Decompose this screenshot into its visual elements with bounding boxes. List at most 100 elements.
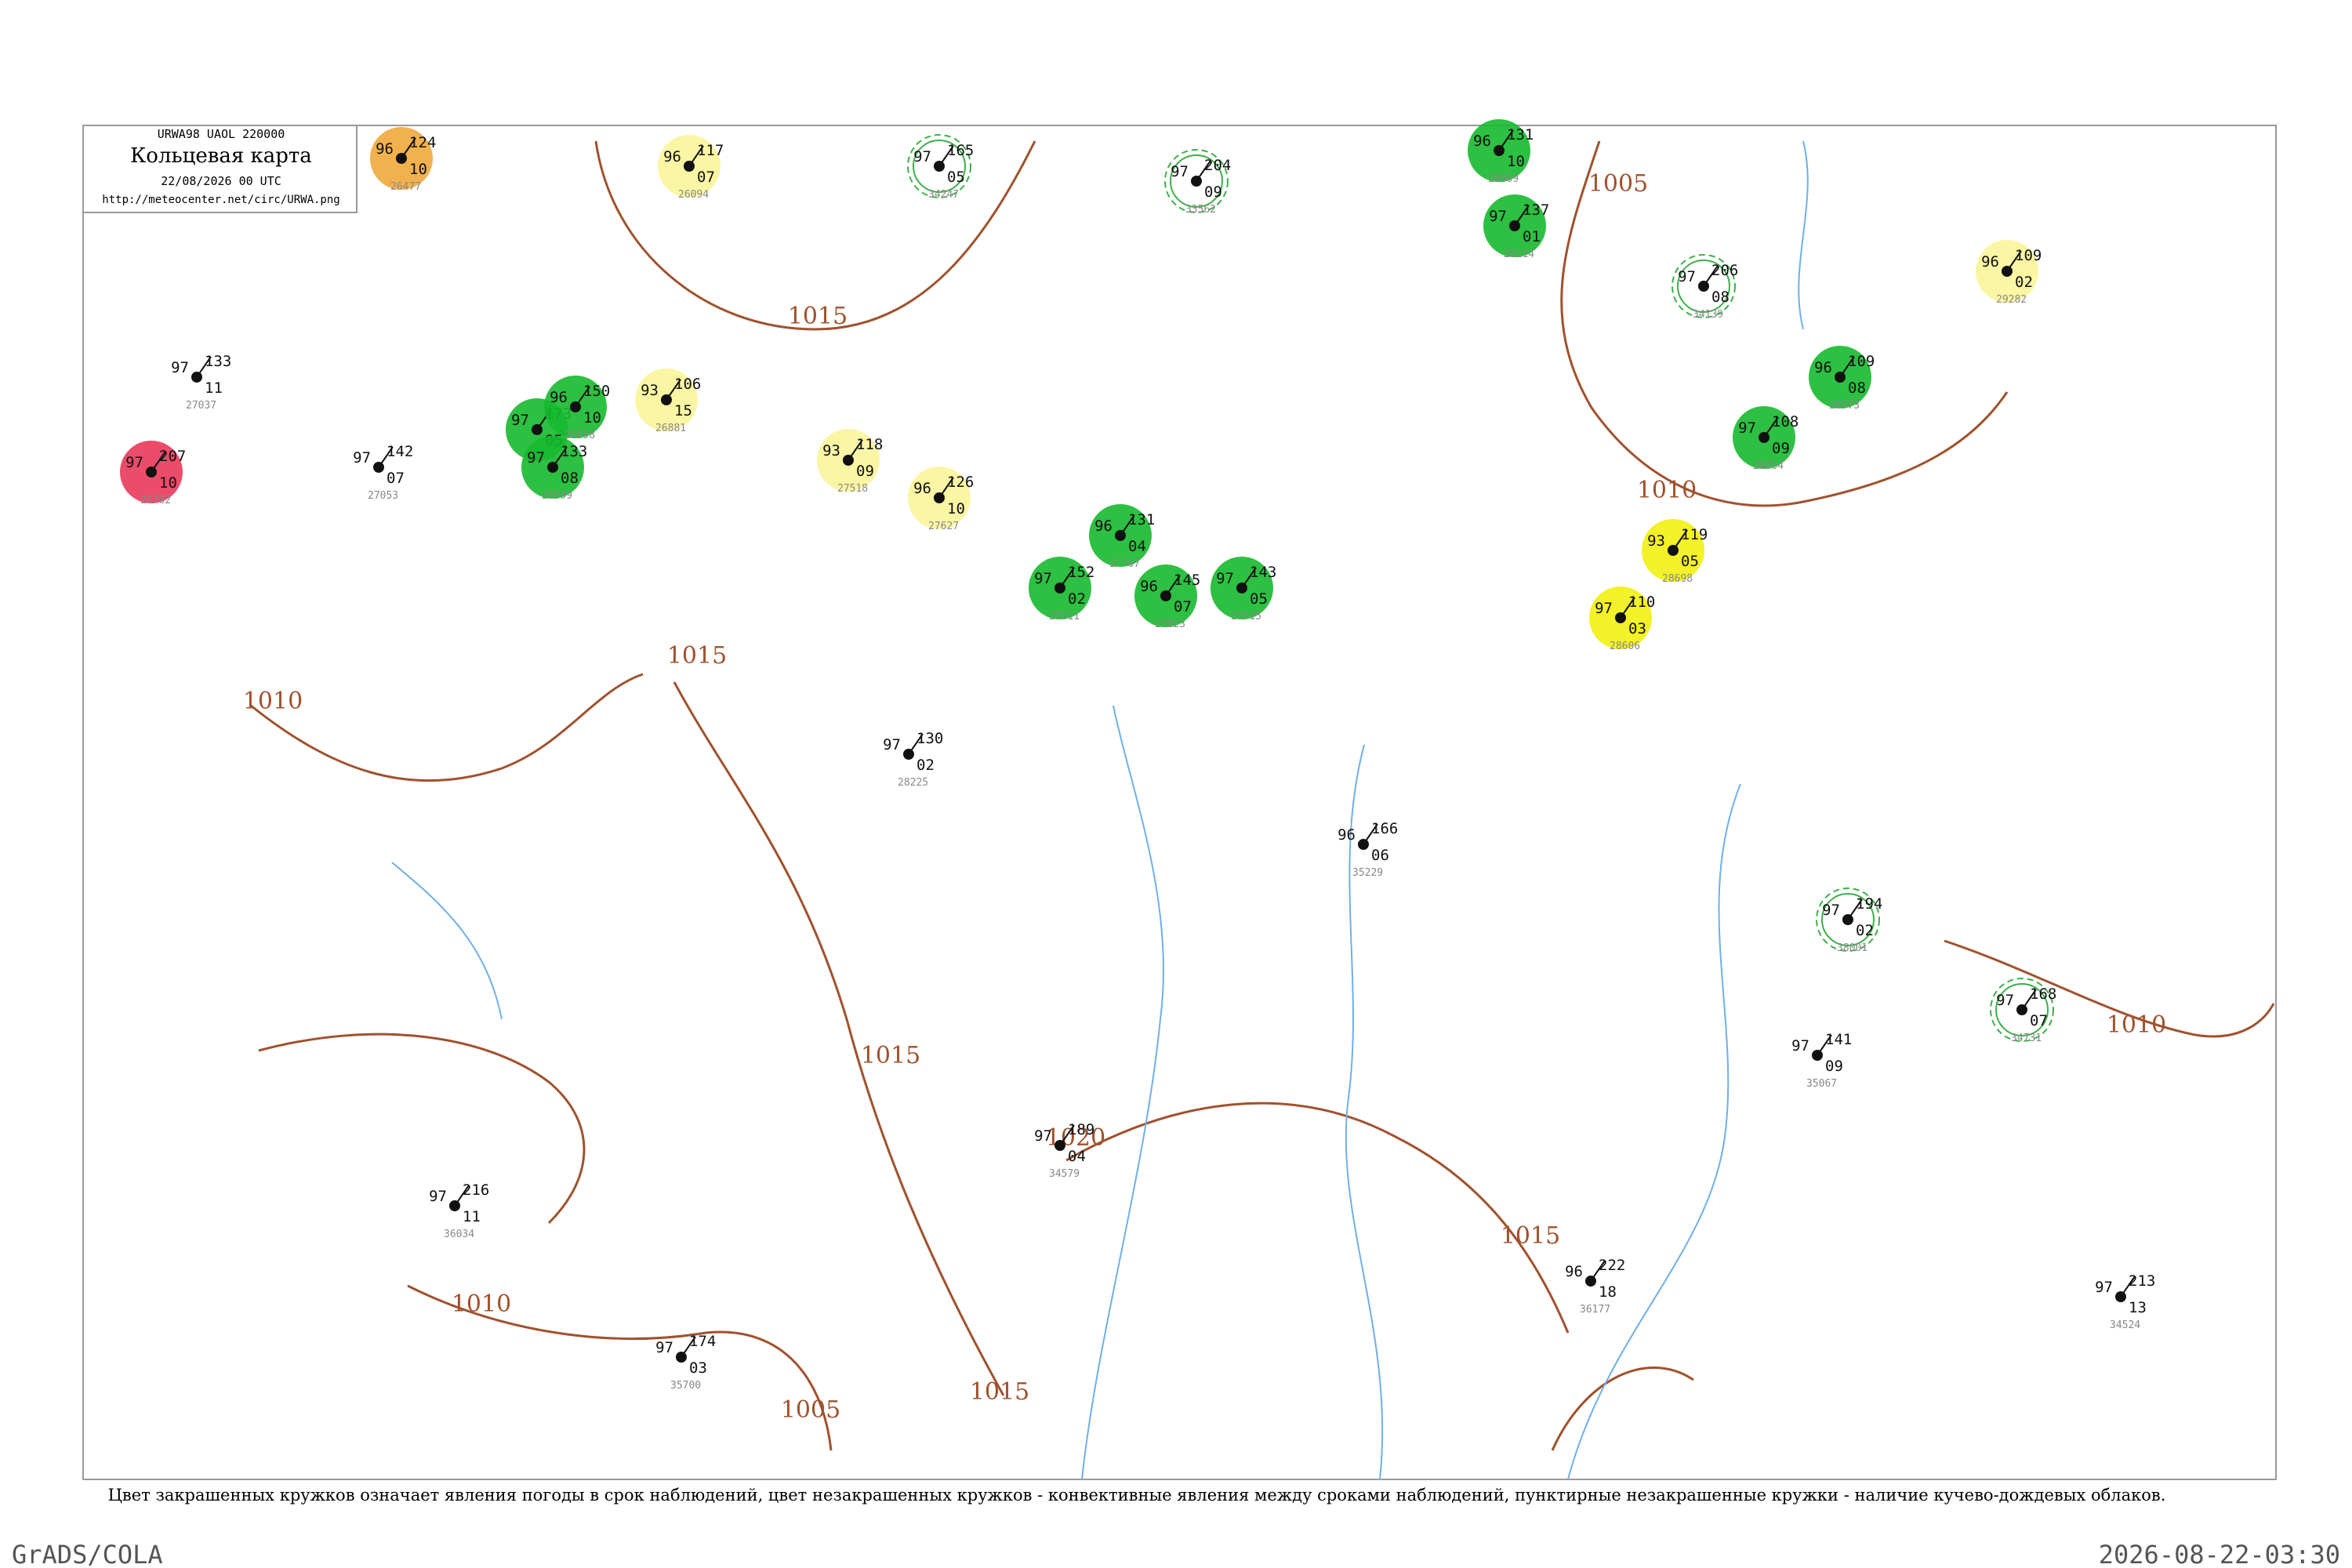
pressure: 204 xyxy=(1204,157,1231,174)
temperature: 96 xyxy=(1094,517,1112,535)
temperature: 97 xyxy=(913,148,931,165)
pressure: 152 xyxy=(1068,564,1094,581)
temperature: 96 xyxy=(1140,578,1158,595)
station-id: 26881 xyxy=(655,423,686,434)
wind-barb xyxy=(196,356,212,378)
isobar-label: 1015 xyxy=(788,303,848,330)
temperature: 96 xyxy=(1981,253,1999,270)
temperature: 97 xyxy=(125,454,143,471)
wind-barb xyxy=(1847,898,1863,920)
wind-barb xyxy=(2021,989,2037,1011)
cb-ring xyxy=(1164,149,1229,213)
wind-barb xyxy=(1241,567,1257,589)
station-id: 26477 xyxy=(390,181,421,193)
station-id: 36034 xyxy=(444,1229,474,1240)
isobar-label: 1005 xyxy=(781,1396,840,1424)
wind-barb xyxy=(1839,356,1855,378)
wind-barb xyxy=(378,446,394,468)
station-id: 38001 xyxy=(1837,942,1867,954)
dewpoint: 02 xyxy=(916,757,935,774)
wind-barb xyxy=(575,386,590,408)
header-title: Кольцевая карта xyxy=(130,144,312,168)
station: 194 97 02 38001 xyxy=(1816,887,1882,954)
header-box xyxy=(82,125,358,213)
station: 137 97 01 28114 xyxy=(1483,194,1549,260)
pressure: 130 xyxy=(916,730,943,747)
wind-barb xyxy=(666,379,681,401)
cb-ring xyxy=(907,134,971,198)
temperature: 97 xyxy=(1034,570,1052,587)
stations: 2079710267021739705268501509610268981339… xyxy=(120,119,2155,1392)
temperature: 97 xyxy=(1171,163,1189,180)
dewpoint: 02 xyxy=(1856,922,1874,939)
wind-barb xyxy=(1059,1124,1075,1146)
station: 216 97 11 36034 xyxy=(429,1181,489,1240)
wind-barb xyxy=(1363,823,1378,845)
station: 119 93 05 28698 xyxy=(1642,519,1708,585)
dewpoint: 05 xyxy=(1250,590,1268,608)
station: 141 97 09 35067 xyxy=(1791,1031,1852,1090)
pressure: 165 xyxy=(947,142,974,159)
station-id: 35067 xyxy=(1806,1078,1837,1090)
dewpoint: 13 xyxy=(2129,1299,2147,1316)
pressure: 106 xyxy=(674,376,701,393)
wind-barb xyxy=(1672,529,1688,551)
dewpoint: 10 xyxy=(1507,153,1525,170)
pressure: 206 xyxy=(1711,262,1738,279)
station-id: 28009 xyxy=(1488,173,1519,185)
temperature: 96 xyxy=(1473,132,1491,150)
pressure: 168 xyxy=(2030,985,2056,1003)
station-id: 28114 xyxy=(1504,249,1534,260)
station: 133 97 11 27037 xyxy=(171,353,231,412)
wind-barb xyxy=(1059,567,1075,589)
wind-barb xyxy=(1703,265,1719,287)
isobar-label: 1010 xyxy=(2107,1011,2166,1039)
wind-barb xyxy=(1817,1034,1832,1056)
header-url: http://meteocenter.net/circ/URWA.png xyxy=(102,194,339,206)
station-id: 26999 xyxy=(542,490,572,502)
isobar-label: 1010 xyxy=(452,1290,511,1318)
station-id: 27611 xyxy=(1049,611,1080,622)
station: 106 93 15 26881 xyxy=(635,368,701,434)
legend-box: URWA98 UAOL 220000 Кольцевая карта 22/08… xyxy=(82,125,358,213)
station-id: 35700 xyxy=(670,1380,701,1392)
wind-barb xyxy=(1590,1260,1606,1282)
dewpoint: 02 xyxy=(2015,274,2033,291)
dewpoint: 04 xyxy=(1128,538,1146,555)
dewpoint: 15 xyxy=(674,402,692,419)
pressure: 126 xyxy=(947,474,974,491)
pressure: 118 xyxy=(856,436,883,453)
cb-ring xyxy=(1816,887,1880,952)
dewpoint: 10 xyxy=(159,474,177,492)
temperature: 93 xyxy=(1647,532,1665,550)
pressure: 166 xyxy=(1371,820,1398,837)
pressure: 143 xyxy=(1250,564,1276,581)
wind-barb xyxy=(1498,129,1514,151)
station: 124 96 10 26477 xyxy=(370,127,436,193)
station: 166 96 06 35229 xyxy=(1338,820,1398,879)
station: 110 97 03 28606 xyxy=(1589,586,1655,652)
temperature: 96 xyxy=(550,389,568,406)
dewpoint: 10 xyxy=(947,500,965,517)
dewpoint: 03 xyxy=(1628,620,1646,637)
wind-barb xyxy=(151,451,166,473)
wind-barb xyxy=(1763,416,1779,438)
station: 145 96 07 27823 xyxy=(1134,564,1200,630)
temperature: 96 xyxy=(376,140,394,158)
wind-barb xyxy=(1120,514,1135,536)
isobar-label: 1015 xyxy=(1501,1222,1560,1250)
station-id: 27707 xyxy=(1109,558,1140,570)
station-id: 34731 xyxy=(2011,1033,2042,1044)
pressure: 137 xyxy=(1523,201,1549,219)
pressure: 141 xyxy=(1825,1031,1852,1048)
station-id: 33562 xyxy=(1185,204,1216,216)
pressure: 189 xyxy=(1068,1121,1094,1138)
isobar-label: 1015 xyxy=(861,1042,920,1069)
dewpoint: 18 xyxy=(1599,1283,1617,1301)
station: 109 96 02 29282 xyxy=(1976,240,2042,306)
pressure: 124 xyxy=(409,134,436,151)
wind-barb xyxy=(401,137,416,159)
station: 206 97 08 34139 xyxy=(1671,254,1738,321)
dewpoint: 01 xyxy=(1523,228,1541,245)
wind-barb xyxy=(552,446,568,468)
